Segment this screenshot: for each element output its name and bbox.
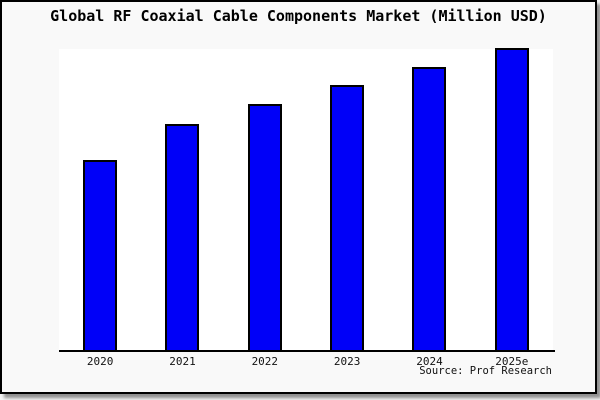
bar-slot-2025e [471,48,553,350]
bar-2020 [83,160,118,350]
x-axis-line [59,350,555,352]
bars-group [59,48,553,350]
bar-slot-2022 [224,49,306,350]
source-credit: Source: Prof Research [419,365,552,377]
bar-2023 [330,85,365,350]
plot-area [59,48,553,350]
x-tick-label-2025e: 2025e [495,355,529,368]
chart-title: Global RF Coaxial Cable Components Marke… [50,7,547,25]
bar-2022 [247,104,282,350]
bar-slot-2020 [59,49,141,350]
x-tick-label-2023: 2023 [333,355,361,368]
bar-2021 [165,124,200,350]
bar-2024 [412,67,447,350]
x-tick-label-2022: 2022 [251,355,279,368]
x-tick-label-2024: 2024 [416,355,443,368]
x-axis-labels: 2020 2021 2022 2023 2024 2025e [59,355,553,368]
bar-2025e [494,48,529,350]
x-tick-label-2021: 2021 [169,355,196,368]
x-tick-label-2020: 2020 [86,355,114,368]
bar-slot-2024 [388,49,470,350]
bar-slot-2021 [141,49,223,350]
bar-slot-2023 [306,49,388,350]
